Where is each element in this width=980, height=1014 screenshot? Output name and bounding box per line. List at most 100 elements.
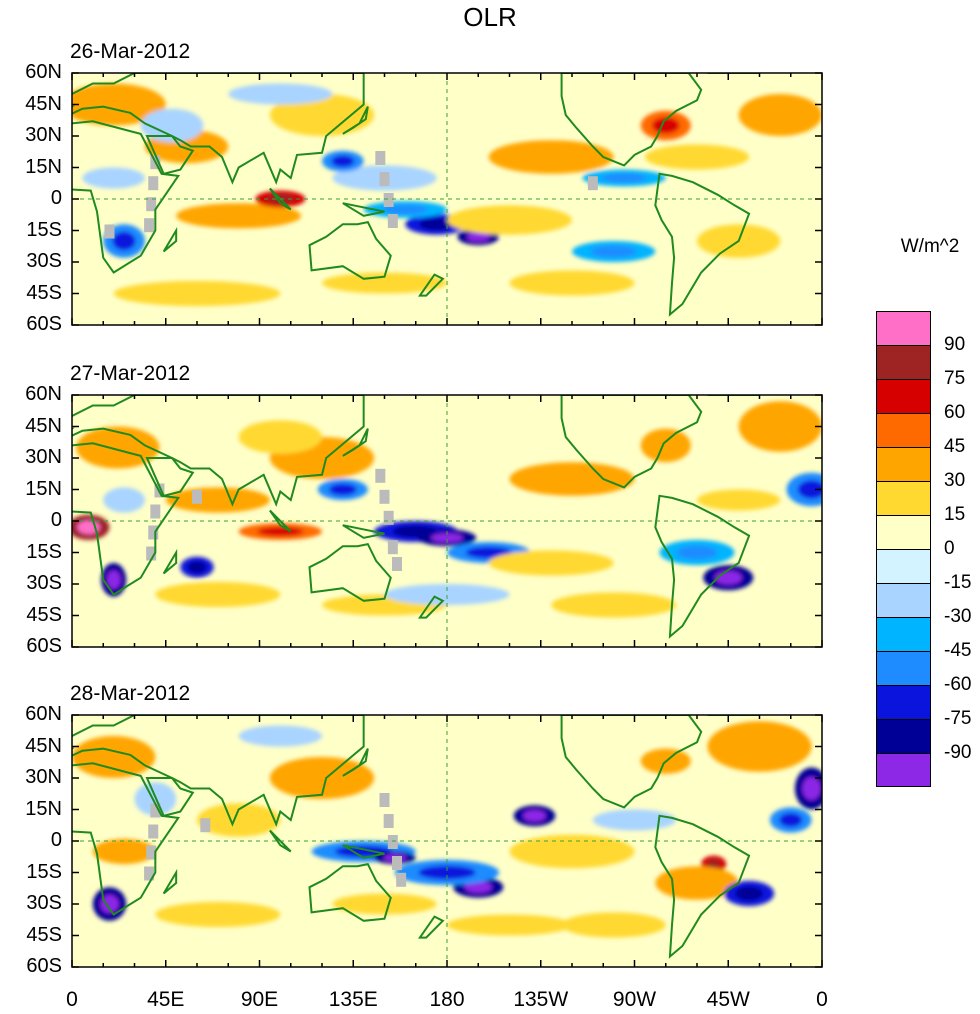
colorbar-swatch bbox=[876, 481, 931, 515]
olr-anomaly-core bbox=[106, 570, 121, 590]
missing-data-cell bbox=[150, 803, 161, 818]
olr-anomaly-blob bbox=[103, 487, 145, 513]
olr-anomaly-core bbox=[802, 776, 821, 801]
lat-tick-label: 30S bbox=[26, 892, 62, 914]
lat-tick-label: 45S bbox=[26, 923, 62, 946]
colorbar-swatch bbox=[876, 753, 931, 787]
colorbar-label: -90 bbox=[944, 742, 972, 763]
olr-anomaly-blob bbox=[488, 140, 614, 174]
coastline bbox=[72, 395, 365, 508]
olr-anomaly-blob bbox=[707, 721, 812, 772]
missing-data-cell bbox=[200, 818, 211, 833]
olr-anomaly-core bbox=[676, 545, 718, 560]
olr-anomaly-core bbox=[382, 204, 429, 215]
olr-anomaly-blob bbox=[384, 584, 510, 605]
coastline bbox=[162, 868, 178, 895]
missing-data-cell bbox=[387, 835, 398, 849]
lon-tick-label: 90W bbox=[612, 988, 657, 1011]
missing-data-cell bbox=[148, 525, 159, 540]
coastline bbox=[342, 844, 385, 859]
lon-tick-label: 0 bbox=[816, 988, 828, 1011]
colorbar-swatch bbox=[876, 311, 931, 345]
lat-tick-label: 0 bbox=[50, 187, 62, 209]
lat-tick-label: 45N bbox=[25, 92, 62, 115]
colorbar-label: 60 bbox=[944, 402, 966, 423]
missing-data-cell bbox=[383, 814, 394, 828]
olr-anomaly-core bbox=[735, 886, 763, 901]
colorbar-label: 75 bbox=[944, 368, 966, 389]
coastline bbox=[162, 548, 178, 575]
lat-tick-label: 60N bbox=[25, 61, 62, 83]
coastline bbox=[72, 73, 365, 186]
olr-anomaly-core bbox=[466, 232, 490, 242]
missing-data-cell bbox=[383, 193, 394, 207]
olr-anomaly-blob bbox=[488, 550, 614, 576]
olr-anomaly-core bbox=[100, 894, 119, 914]
missing-data-cell bbox=[392, 856, 402, 870]
olr-anomaly-blob bbox=[176, 203, 302, 229]
lat-tick-label: 45N bbox=[25, 414, 62, 437]
olr-anomaly-core bbox=[779, 813, 803, 827]
units-label: W/m^2 bbox=[900, 236, 960, 257]
olr-anomaly-core bbox=[257, 526, 304, 537]
olr-anomaly-blob bbox=[322, 272, 447, 294]
olr-anomaly-blob bbox=[655, 866, 739, 900]
coastline bbox=[145, 457, 195, 497]
lat-tick-label: 15N bbox=[25, 797, 62, 820]
lat-tick-label: 15S bbox=[26, 860, 62, 883]
olr-anomaly-blob bbox=[72, 83, 166, 126]
colorbar-swatch bbox=[876, 413, 931, 447]
missing-data-cell bbox=[148, 176, 159, 191]
colorbar-label: 30 bbox=[944, 470, 966, 491]
olr-anomaly-blob bbox=[155, 581, 281, 608]
olr-anomaly-blob bbox=[561, 912, 666, 938]
coastline bbox=[308, 542, 392, 602]
missing-data-cell bbox=[587, 176, 598, 191]
map-panel-2 bbox=[72, 395, 822, 647]
page-title: OLR bbox=[463, 2, 517, 32]
olr-anomaly-blob bbox=[140, 108, 204, 143]
coastline bbox=[654, 172, 751, 317]
missing-data-cell bbox=[146, 546, 157, 561]
olr-anomaly-blob bbox=[447, 914, 572, 936]
lat-tick-label: 60S bbox=[26, 313, 62, 335]
missing-data-cell bbox=[392, 557, 402, 571]
panel-date-1: 26-Mar-2012 bbox=[70, 40, 191, 63]
olr-anomaly-blob bbox=[509, 270, 635, 296]
olr-anomaly-blob bbox=[738, 94, 822, 136]
olr-anomaly-blob bbox=[92, 838, 156, 865]
olr-anomaly-blob bbox=[165, 487, 270, 513]
olr-anomaly-core bbox=[523, 810, 546, 822]
olr-anomaly-blob bbox=[509, 462, 635, 496]
map-panel-1 bbox=[72, 73, 822, 325]
missing-data-cell bbox=[379, 793, 390, 807]
colorbar-swatch bbox=[876, 719, 931, 753]
colorbar-label: -45 bbox=[944, 640, 972, 661]
colorbar-label: -75 bbox=[944, 708, 972, 729]
missing-data-cell bbox=[150, 504, 161, 519]
olr-anomaly-core bbox=[706, 859, 721, 869]
lat-tick-label: 30S bbox=[26, 250, 62, 272]
missing-data-cell bbox=[146, 845, 157, 860]
coastline bbox=[342, 428, 369, 457]
coastline bbox=[145, 135, 195, 175]
lat-tick-label: 30N bbox=[25, 446, 62, 468]
lat-tick-label: 0 bbox=[50, 509, 62, 531]
colorbar-swatch bbox=[876, 447, 931, 481]
panel-date-3: 28-Mar-2012 bbox=[70, 682, 191, 705]
colorbar-swatch bbox=[876, 583, 931, 617]
missing-data-cell bbox=[396, 872, 407, 887]
olr-anomaly-core bbox=[112, 231, 136, 251]
coastline bbox=[342, 748, 369, 777]
coastline bbox=[72, 442, 180, 596]
colorbar-label: -30 bbox=[944, 606, 972, 627]
olr-anomaly-blob bbox=[197, 803, 281, 837]
coastline bbox=[418, 915, 445, 939]
olr-anomaly-blob bbox=[592, 809, 677, 831]
colorbar-label: 0 bbox=[944, 538, 955, 559]
missing-data-cell bbox=[383, 510, 394, 525]
olr-anomaly-blob bbox=[640, 428, 691, 463]
lon-tick-label: 180 bbox=[429, 988, 465, 1011]
missing-data-cell bbox=[387, 540, 398, 555]
